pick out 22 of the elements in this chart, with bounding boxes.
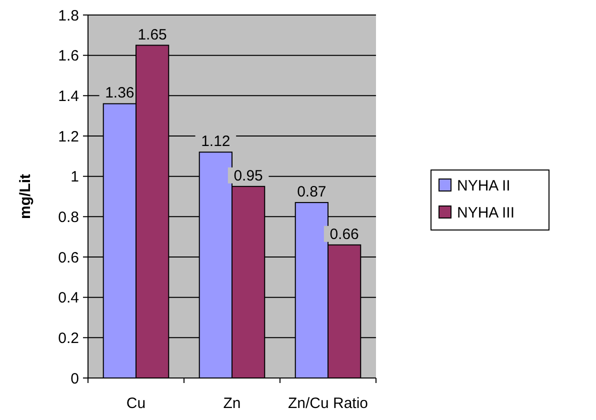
data-label: 0.66	[330, 226, 359, 243]
y-tick-label: 0.4	[58, 290, 79, 307]
y-tick-label: 1.2	[58, 128, 79, 146]
data-label: 0.95	[234, 167, 263, 184]
y-tick-label: 1	[70, 168, 79, 186]
y-tick-label: 0.8	[58, 208, 79, 226]
y-tick-label: 0.6	[58, 249, 79, 266]
x-tick-label: Zn/Cu Ratio	[288, 395, 368, 412]
x-tick-label: Zn	[223, 395, 241, 412]
data-label: 1.36	[105, 84, 134, 102]
data-label: 0.87	[297, 184, 326, 201]
y-tick-label: 0.2	[58, 330, 79, 347]
y-tick-label: 1.8	[58, 7, 79, 24]
y-axis-title: mg/Lit	[17, 174, 34, 219]
legend-label: NYHA II	[457, 177, 510, 194]
y-tick-label: 1.6	[58, 48, 79, 65]
data-label: 1.65	[138, 26, 167, 44]
y-tick-label: 0	[70, 370, 79, 388]
x-tick-label: Cu	[126, 395, 146, 412]
data-label: 1.12	[201, 133, 230, 150]
y-tick-label: 1.4	[58, 88, 79, 105]
legend-label: NYHA III	[457, 204, 515, 222]
